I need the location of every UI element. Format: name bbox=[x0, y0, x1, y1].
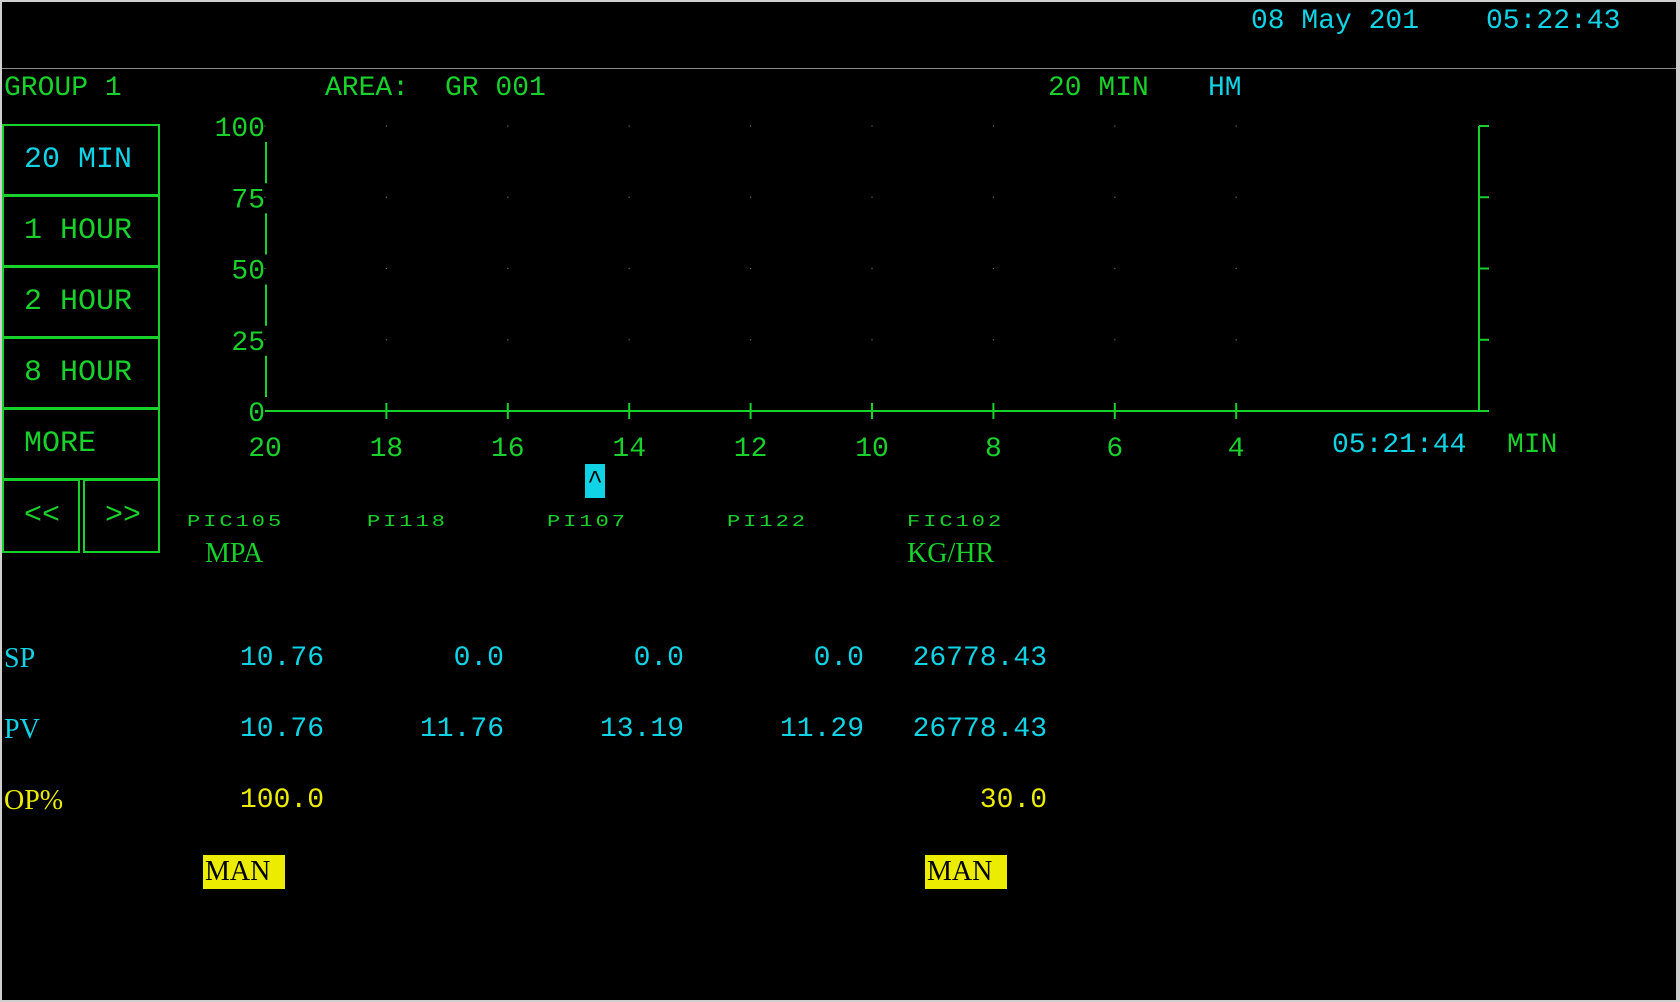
grid-dot bbox=[628, 267, 630, 270]
grid-dot bbox=[1114, 125, 1116, 127]
mode-indicator: HM bbox=[1208, 73, 1242, 104]
grid-dot bbox=[1114, 196, 1116, 198]
grid-dot bbox=[992, 196, 994, 198]
x-tick-label: 14 bbox=[612, 434, 646, 465]
unit-fic102: KG/HR bbox=[907, 538, 995, 569]
range-indicator: 20 MIN bbox=[1048, 73, 1149, 104]
grid-dot bbox=[871, 196, 873, 198]
grid-dot bbox=[871, 125, 873, 127]
range-20min-button[interactable]: 20 MIN bbox=[2, 124, 160, 196]
sp-value-pi118: 0.0 bbox=[453, 643, 504, 674]
mode-badge-pic105[interactable]: MAN bbox=[203, 855, 285, 889]
sp-value-pi107: 0.0 bbox=[633, 643, 684, 674]
time-readout: 05:22:43 bbox=[1486, 6, 1621, 37]
trend-time-unit: MIN bbox=[1507, 430, 1558, 461]
grid-dot bbox=[1235, 196, 1237, 198]
trend-chart[interactable]: 20 18 16 14 12 10 8 6 4 0 25 50 75 100 bbox=[2, 2, 1676, 522]
grid-dot bbox=[871, 339, 873, 341]
grid-dot bbox=[385, 267, 387, 270]
y-tick-label: 75 bbox=[231, 185, 265, 216]
tag-pi118[interactable]: PI118 bbox=[367, 512, 449, 532]
group-title: GROUP 1 bbox=[4, 73, 122, 104]
pv-value-fic102: 26778.43 bbox=[912, 714, 1047, 745]
x-tick-label: 10 bbox=[855, 434, 889, 465]
grid-dot bbox=[1235, 125, 1237, 127]
op-value-pic105: 100.0 bbox=[239, 785, 324, 816]
x-tick-label: 16 bbox=[491, 434, 525, 465]
x-tick-label: 8 bbox=[985, 434, 1002, 465]
x-tick-label: 20 bbox=[248, 434, 282, 465]
grid-dot bbox=[385, 125, 387, 127]
tag-pi107[interactable]: PI107 bbox=[547, 512, 629, 532]
grid-dot bbox=[1235, 267, 1237, 270]
sp-row-label: SP bbox=[4, 643, 36, 674]
grid-dot bbox=[750, 267, 752, 270]
tag-fic102[interactable]: FIC102 bbox=[907, 512, 1005, 532]
grid-dot bbox=[507, 125, 509, 127]
x-tick-label: 12 bbox=[734, 434, 768, 465]
grid-dot bbox=[871, 267, 873, 270]
pv-value-pi118: 11.76 bbox=[419, 714, 504, 745]
header-divider bbox=[2, 68, 1676, 69]
y-tick-label: 0 bbox=[248, 399, 265, 430]
grid-dot bbox=[1114, 267, 1116, 270]
grid-dot bbox=[264, 125, 266, 127]
y-tick-label: 100 bbox=[215, 114, 265, 145]
op-row-label: OP% bbox=[4, 785, 64, 816]
pv-value-pi107: 13.19 bbox=[599, 714, 684, 745]
unit-pic105: MPA bbox=[205, 538, 264, 569]
pv-value-pic105: 10.76 bbox=[239, 714, 324, 745]
grid-dot bbox=[628, 125, 630, 127]
grid-dot bbox=[628, 196, 630, 198]
grid-dot bbox=[992, 339, 994, 341]
date-readout: 08 May 201 bbox=[1251, 6, 1420, 37]
trend-cursor-marker[interactable]: ^ bbox=[585, 464, 605, 498]
grid-dot bbox=[750, 125, 752, 127]
y-tick-label: 50 bbox=[231, 257, 265, 288]
grid-dot bbox=[264, 267, 266, 270]
area-value: GR 001 bbox=[445, 73, 546, 104]
op-value-fic102: 30.0 bbox=[979, 785, 1047, 816]
x-tick-label: 6 bbox=[1106, 434, 1123, 465]
tag-pic105[interactable]: PIC105 bbox=[187, 512, 285, 532]
pv-row-label: PV bbox=[4, 714, 40, 745]
y-tick-label: 25 bbox=[231, 328, 265, 359]
scroll-back-button[interactable]: << bbox=[2, 479, 80, 553]
grid-dot bbox=[750, 196, 752, 198]
more-button[interactable]: MORE bbox=[2, 408, 160, 480]
x-tick-label: 18 bbox=[370, 434, 404, 465]
x-tick-label: 4 bbox=[1228, 434, 1245, 465]
grid-dot bbox=[628, 339, 630, 341]
grid-dot bbox=[992, 267, 994, 270]
grid-dot bbox=[264, 196, 266, 198]
range-8hour-button[interactable]: 8 HOUR bbox=[2, 337, 160, 409]
grid-dot bbox=[1235, 339, 1237, 341]
grid-dot bbox=[385, 196, 387, 198]
grid-dot bbox=[507, 339, 509, 341]
mode-badge-fic102[interactable]: MAN bbox=[925, 855, 1007, 889]
tag-pi122[interactable]: PI122 bbox=[727, 512, 809, 532]
grid-dot bbox=[507, 196, 509, 198]
grid-dot bbox=[385, 339, 387, 341]
grid-dot bbox=[992, 125, 994, 127]
pv-value-pi122: 11.29 bbox=[779, 714, 864, 745]
sp-value-pi122: 0.0 bbox=[813, 643, 864, 674]
grid-dot bbox=[1114, 339, 1116, 341]
sp-value-pic105: 10.76 bbox=[239, 643, 324, 674]
grid-dot bbox=[507, 267, 509, 270]
grid-dot bbox=[750, 339, 752, 341]
sp-value-fic102: 26778.43 bbox=[912, 643, 1047, 674]
trend-end-time: 05:21:44 bbox=[1332, 430, 1467, 461]
scroll-forward-button[interactable]: >> bbox=[83, 479, 160, 553]
area-label: AREA: bbox=[325, 73, 410, 104]
grid-dot bbox=[264, 339, 266, 341]
